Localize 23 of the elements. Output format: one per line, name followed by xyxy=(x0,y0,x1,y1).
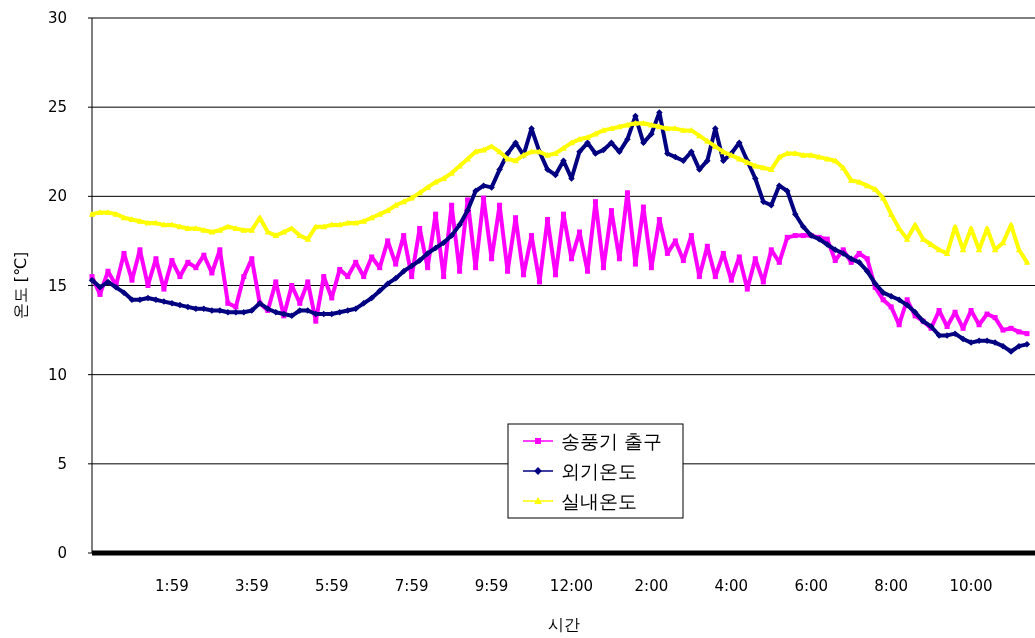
x-tick-label: 4:00 xyxy=(714,577,749,595)
x-axis-title: 시간 xyxy=(547,615,580,634)
x-tick-label: 6:00 xyxy=(794,577,829,595)
y-tick-label: 30 xyxy=(47,9,67,27)
x-tick-label: 12:00 xyxy=(549,577,594,595)
x-tick-label: 8:00 xyxy=(874,577,908,595)
legend-label: 송풍기 출구 xyxy=(561,430,663,452)
y-tick-label: 0 xyxy=(57,544,67,562)
x-tick-label: 9:59 xyxy=(474,577,509,595)
x-tick-label: 3:59 xyxy=(234,577,269,595)
x-tick-label: 10:00 xyxy=(949,577,993,595)
legend-label: 외기온도 xyxy=(561,460,637,482)
x-tick-label: 2:00 xyxy=(634,577,669,595)
x-tick-label: 7:59 xyxy=(394,577,429,595)
y-tick-label: 15 xyxy=(47,276,67,295)
x-tick-label: 5:59 xyxy=(314,577,349,595)
legend-label: 실내온도 xyxy=(561,490,637,512)
x-tick-label: 1:59 xyxy=(155,577,189,595)
y-tick-label: 20 xyxy=(47,187,67,206)
y-axis-title: 온도 [℃] xyxy=(11,251,30,320)
y-tick-label: 5 xyxy=(57,454,67,473)
y-tick-label: 10 xyxy=(47,365,67,384)
y-tick-label: 25 xyxy=(47,98,67,117)
